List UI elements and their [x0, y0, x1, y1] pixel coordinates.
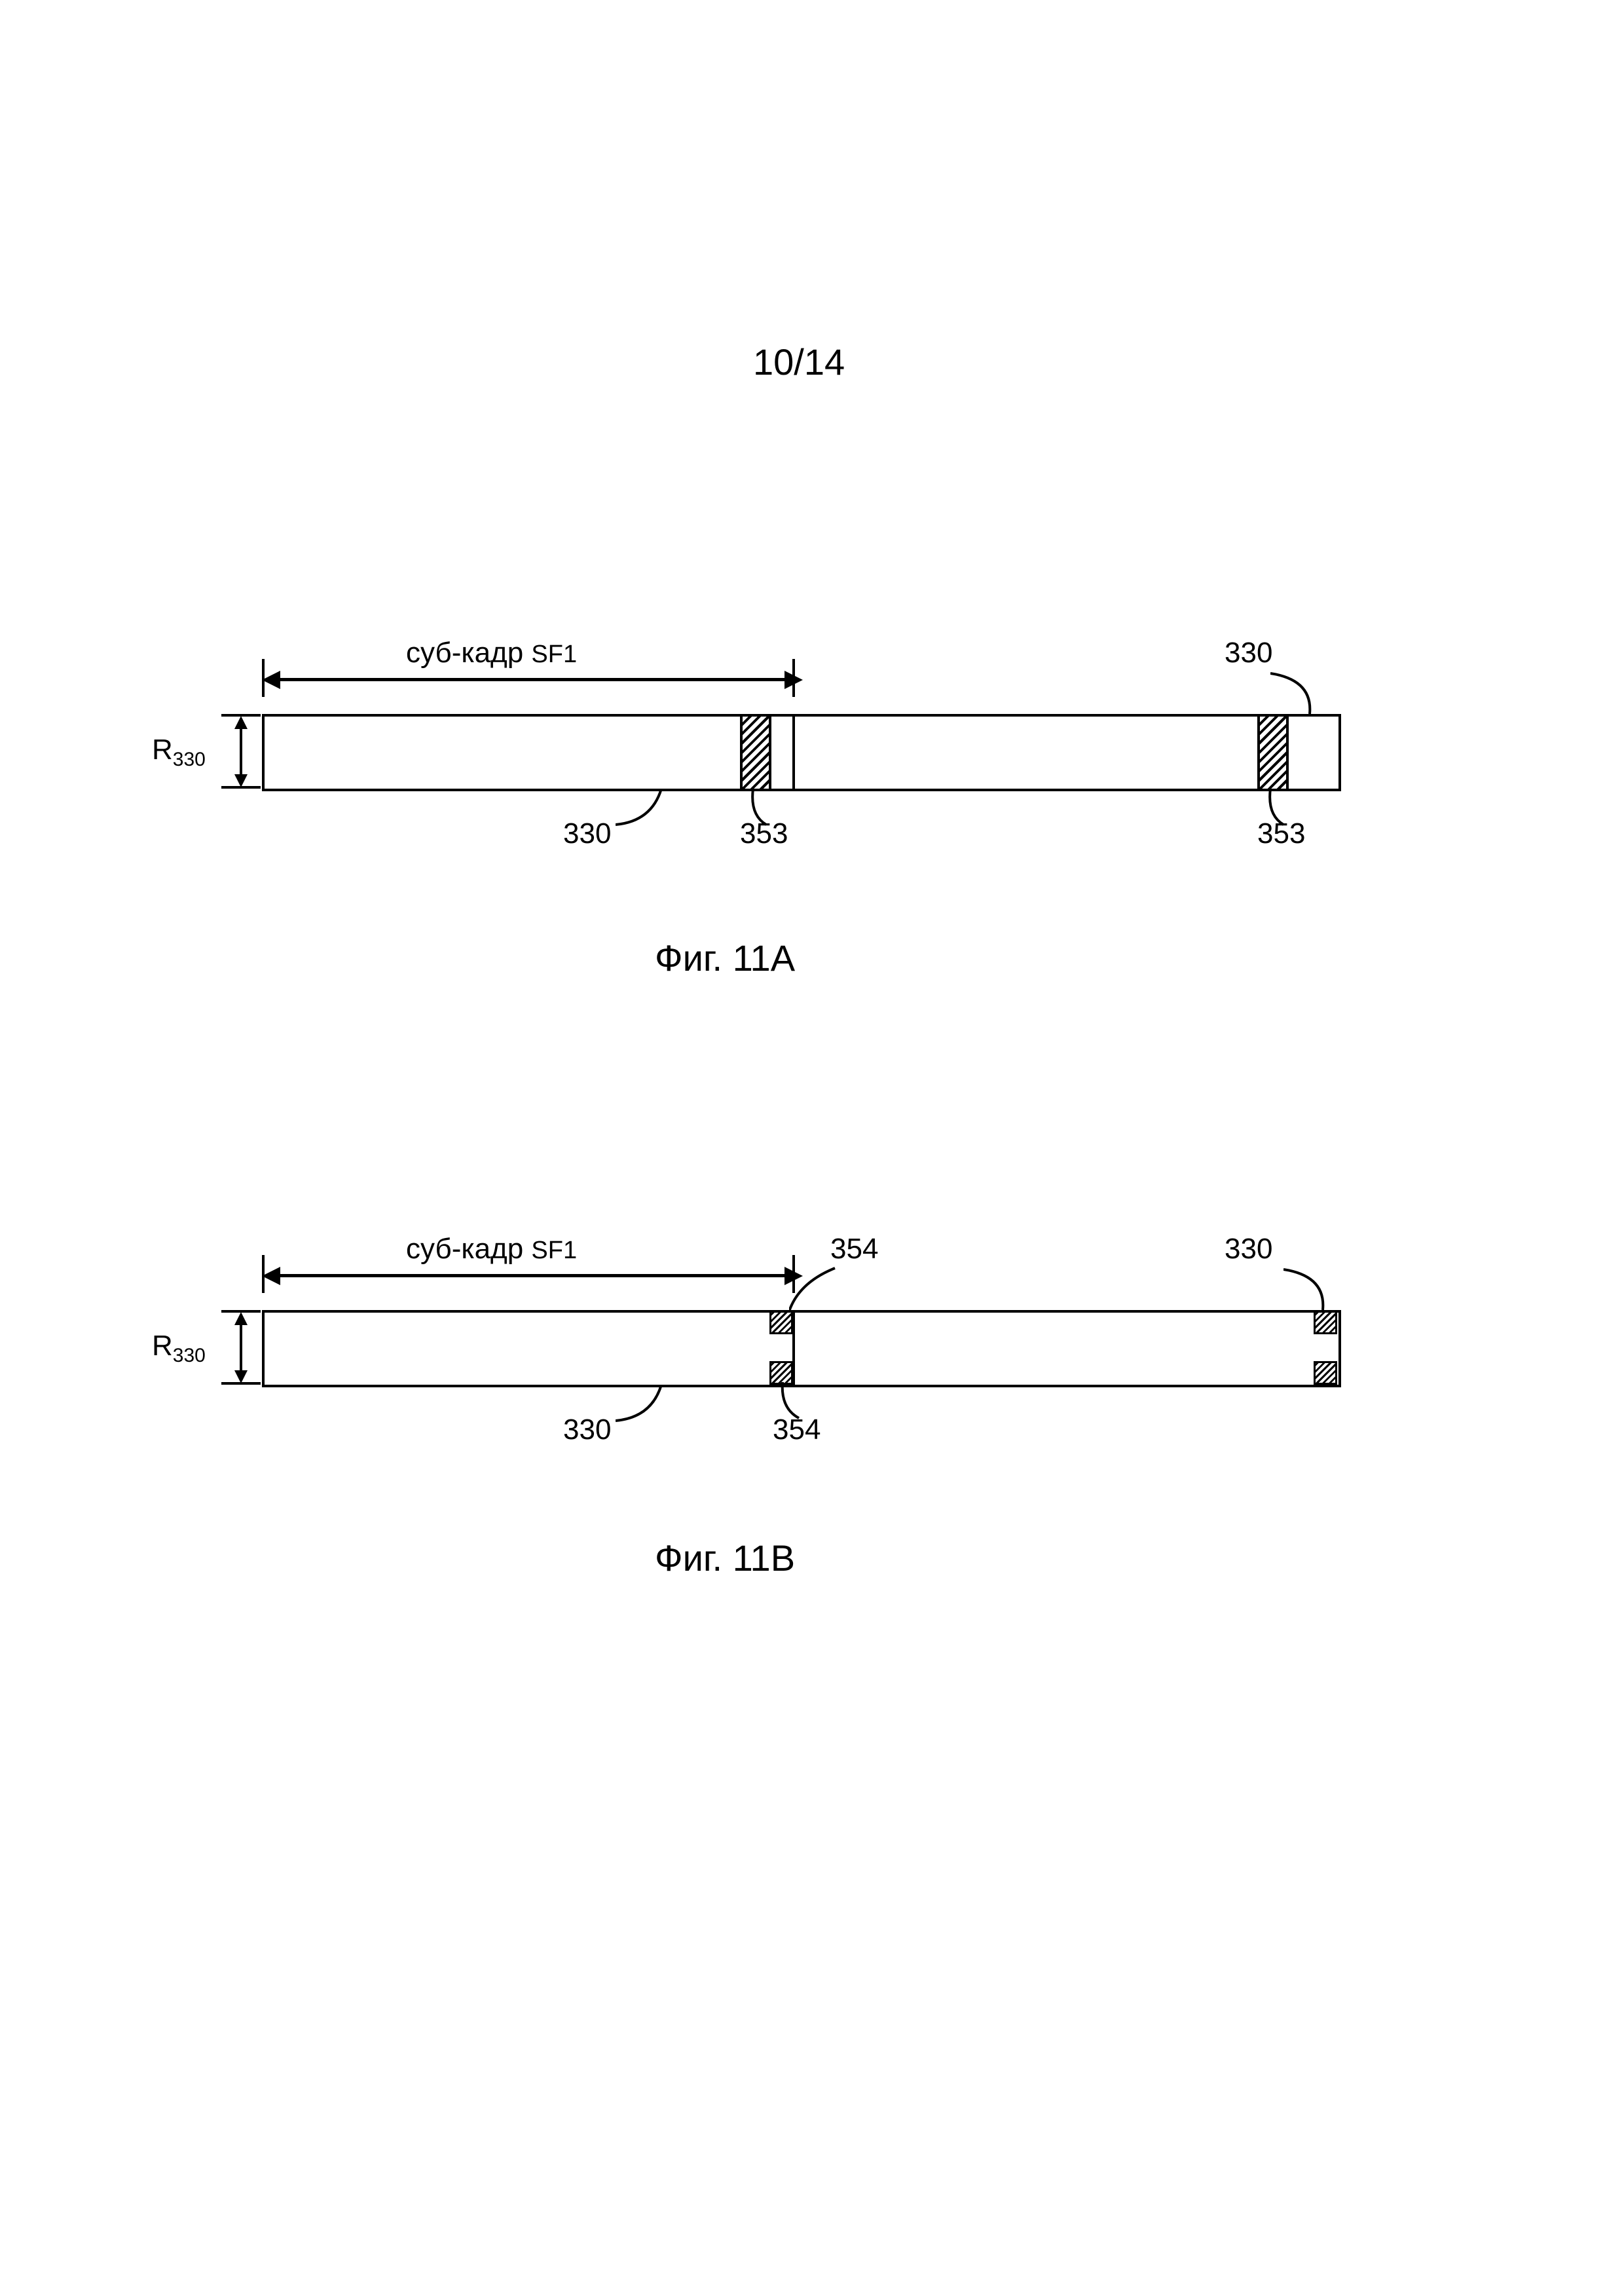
fig-b-subframe-label: суб-кадр SF1 — [406, 1233, 577, 1265]
fig-a-leader-330-right — [1270, 667, 1323, 714]
fig-a-r-line — [240, 727, 242, 774]
fig-b-r-line — [240, 1323, 242, 1370]
fig-b-hatched-354-bottom-1 — [769, 1361, 793, 1385]
fig-a-ref-353-right: 353 — [1257, 817, 1305, 850]
fig-b-arrow-line — [280, 1274, 784, 1277]
fig-a-subframe-label: суб-кадр SF1 — [406, 637, 577, 669]
fig-b-hatched-bottom-2 — [1314, 1361, 1337, 1385]
fig-b-frame — [262, 1310, 1341, 1387]
fig-b-caption: Фиг. 11B — [655, 1537, 795, 1579]
fig-a-arrow-line — [280, 678, 784, 681]
fig-b-hatched-top-2 — [1314, 1311, 1337, 1334]
fig-b-leader-330-left — [616, 1385, 694, 1431]
fig-b-hatched-354-top-1 — [769, 1311, 793, 1334]
fig-b-ref-354-bottom: 354 — [773, 1414, 821, 1446]
fig-b-leader-330-right — [1283, 1263, 1336, 1310]
fig-a-ref-353-left: 353 — [740, 817, 788, 850]
fig-b-ref-354-top: 354 — [830, 1233, 878, 1265]
fig-b-r-arrow-down — [234, 1370, 248, 1383]
fig-b-arrow-left — [262, 1267, 280, 1285]
fig-a-ref-330-left: 330 — [563, 817, 611, 850]
fig-a-arrow-end-tick — [792, 659, 795, 697]
fig-a-divider — [792, 714, 795, 789]
page-number: 10/14 — [753, 341, 845, 383]
fig-b-r-label: R330 — [152, 1330, 206, 1367]
fig-a-r-label: R330 — [152, 734, 206, 771]
fig-a-arrow-start-tick — [262, 659, 265, 697]
fig-a-leader-330-left — [616, 789, 694, 834]
fig-b-ref-330-left: 330 — [563, 1414, 611, 1446]
fig-b-ref-330-right: 330 — [1225, 1233, 1272, 1265]
fig-a-frame — [262, 714, 1341, 791]
fig-a-hatched-353-right — [1257, 714, 1289, 791]
fig-b-leader-354-top — [789, 1263, 848, 1311]
fig-a-ref-330-right: 330 — [1225, 637, 1272, 669]
fig-a-caption: Фиг. 11A — [655, 937, 795, 979]
fig-b-arrow-start-tick — [262, 1255, 265, 1293]
fig-a-arrow-left — [262, 671, 280, 689]
fig-a-r-arrow-down — [234, 774, 248, 787]
fig-a-hatched-353-left — [740, 714, 771, 791]
